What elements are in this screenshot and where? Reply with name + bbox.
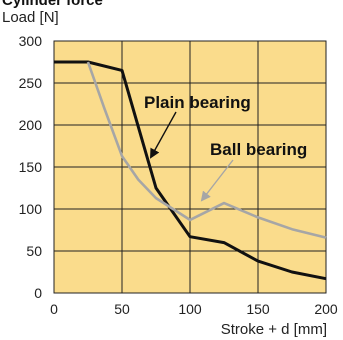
plain-bearing-arrow: [150, 111, 177, 159]
x-tick-label: 0: [50, 301, 58, 317]
x-tick-label: 150: [246, 301, 270, 317]
x-tick-label: 50: [114, 301, 130, 317]
y-tick-label: 100: [19, 201, 43, 217]
ball-bearing-line: [86, 61, 327, 239]
plain-bearing-line: [54, 60, 327, 281]
x-tick-label: 100: [178, 301, 202, 317]
ball-bearing-arrow: [200, 159, 234, 202]
plain-bearing-label: Plain bearing: [144, 93, 251, 112]
series-group: [54, 60, 327, 281]
y-tick-label: 0: [34, 285, 42, 301]
tick-labels: 0 50 100 150 200 0 50 100 150 200 250 300: [19, 33, 338, 317]
y-tick-label: 200: [19, 117, 43, 133]
x-axis-label: Stroke + d [mm]: [221, 321, 327, 338]
y-tick-label: 150: [19, 159, 43, 175]
x-tick-label: 200: [314, 301, 338, 317]
y-tick-label: 50: [26, 243, 42, 259]
y-tick-label: 300: [19, 33, 43, 49]
y-axis-label: Load [N]: [2, 9, 59, 26]
y-tick-label: 250: [19, 75, 43, 91]
cut-off-title: Cylinder force: [2, 0, 103, 9]
ball-bearing-label: Ball bearing: [210, 140, 307, 159]
gridlines: [53, 40, 327, 294]
